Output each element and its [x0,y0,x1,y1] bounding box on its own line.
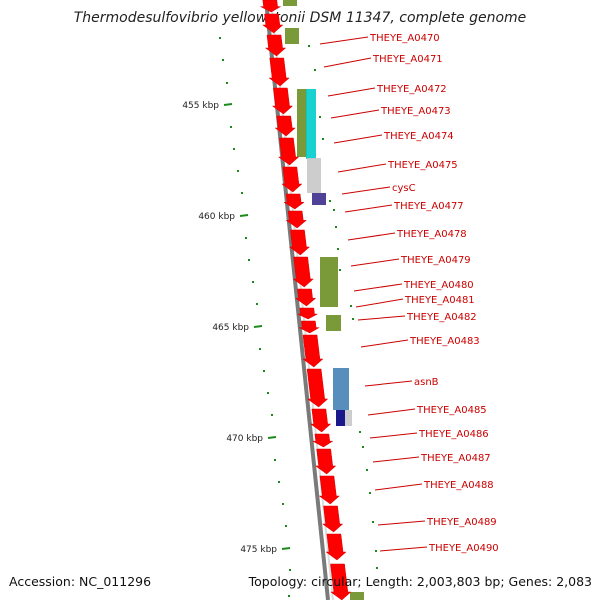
gene-label: THEYE_A0488 [423,480,494,491]
scale-tick-major [239,214,249,217]
cds-arrow [330,563,352,600]
category-box-indigo [312,193,326,205]
scale-label: 465 kbp [212,323,249,333]
cds-arrow [277,137,300,166]
gene-leader-line [377,520,426,526]
gene-leader-line [360,339,409,348]
category-box-olive [320,257,338,307]
gene-leader-line [337,163,387,173]
category-box-cyan [306,89,316,159]
cds-arrow [325,533,347,561]
gene-leader-line [355,298,404,308]
gene-label: asnB [414,377,439,388]
cds-arrow [292,256,314,288]
cds-layer [260,0,352,600]
gene-leader-line [353,283,403,292]
scale-label: 475 kbp [240,545,277,555]
gene-leader-line [330,109,380,119]
cds-arrow [264,34,287,57]
cds-arrow [268,57,290,87]
gene-label: THEYE_A0480 [403,280,474,291]
gene-leader-line [341,186,391,195]
cds-arrow [285,210,307,229]
gene-leader-line [369,432,418,439]
gene-leader-line [323,57,372,68]
category-box-olive [326,315,341,331]
gene-leader-line [344,204,393,213]
category-box-olive [285,28,299,44]
category-box-olive [350,592,364,600]
cds-arrow [314,448,337,475]
cds-arrow [298,320,321,334]
category-box-gray [345,410,352,426]
scale-label: 470 kbp [226,434,263,444]
gene-label: THEYE_A0478 [396,229,467,240]
gene-leader-line [327,87,376,97]
category-box-olive [297,89,307,157]
scale-label: 460 kbp [198,212,235,222]
gene-label: THEYE_A0486 [418,429,489,440]
gene-leader-line [357,315,406,321]
cds-arrow [306,368,329,408]
gene-label: THEYE_A0489 [426,517,497,528]
cds-arrow [274,115,296,137]
gene-label: THEYE_A0481 [404,295,475,306]
category-box-steelblue [333,368,349,410]
gene-leader-line [379,546,428,552]
gene-label: THEYE_A0470 [369,33,440,44]
cds-arrow [321,505,344,533]
scale-tick-major [267,436,277,439]
cds-arrow [294,288,317,307]
gene-label: THEYE_A0487 [420,453,491,464]
category-box-gray [307,158,321,193]
cds-arrow [271,87,294,115]
gene-leader-line [374,483,423,491]
gene-leader-line [372,456,420,463]
gene-label: THEYE_A0477 [393,201,464,212]
gene-label: THEYE_A0483 [409,336,480,347]
cds-arrow [312,433,334,448]
genome-summary-text: Topology: circular; Length: 2,003,803 bp… [248,574,592,589]
gene-label: THEYE_A0472 [376,84,447,95]
gene-leader-line [364,380,413,387]
gene-label: THEYE_A0479 [400,255,471,266]
scale-tick-major [281,547,291,550]
scale-layer: 455 kbp 460 kbp 465 kbp 470 kbp 475 kbp [182,37,378,597]
cds-arrow [260,0,282,13]
gene-label: THEYE_A0471 [372,54,443,65]
cds-arrow [318,475,340,505]
cds-arrow [262,13,284,34]
cds-arrow [283,193,305,210]
map-title: Thermodesulfovibrio yellowstonii DSM 113… [73,10,527,26]
gene-leader-line [347,232,396,241]
gene-leader-line [350,258,400,267]
feature-layer [283,0,364,600]
cds-arrow [302,334,324,368]
gene-label: THEYE_A0474 [383,131,454,142]
scale-tick-major [223,103,233,106]
gene-leader-line [333,134,383,144]
cds-arrow [281,166,303,193]
category-box-navy [336,410,345,426]
category-box-olive [283,0,297,6]
scale-tick-major [253,325,263,328]
gene-label: THEYE_A0473 [380,106,451,117]
cds-arrow [309,408,332,433]
gene-leader-line [319,36,369,45]
label-layer: THEYE_A0470 THEYE_A0471 THEYE_A0472 THEYE_A… [319,33,499,554]
gene-label: THEYE_A0490 [428,543,499,554]
gene-label: THEYE_A0475 [387,160,458,171]
scale-label: 455 kbp [182,101,219,111]
gene-label: cysC [392,183,416,194]
cds-arrow [297,307,318,320]
cds-arrow [288,229,311,256]
accession-text: Accession: NC_011296 [9,574,152,589]
gene-label: THEYE_A0482 [406,312,477,323]
gene-label: THEYE_A0485 [416,405,487,416]
gene-leader-line [367,408,416,416]
